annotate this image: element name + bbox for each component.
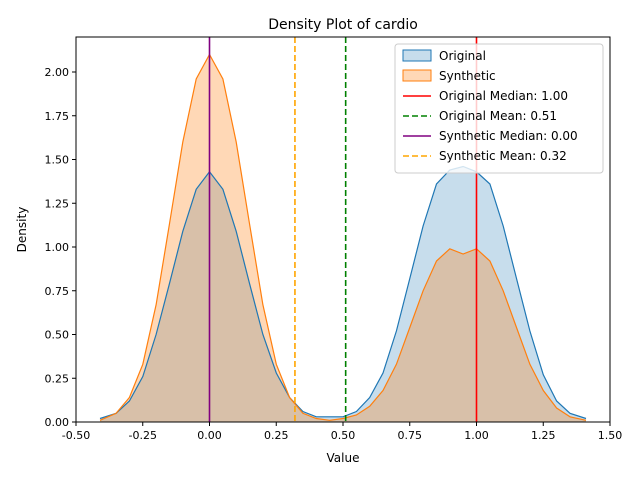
y-tick-label: 1.50 — [45, 154, 70, 167]
y-tick-label: 0.75 — [45, 285, 70, 298]
legend-label: Original Mean: 0.51 — [439, 109, 557, 123]
y-axis: 0.00 0.25 0.50 0.75 1.00 1.25 1.50 1.75 2.00 — [45, 66, 76, 429]
x-tick-label: 0.00 — [197, 429, 222, 442]
x-tick-label: 1.25 — [531, 429, 556, 442]
series-area-0 — [100, 166, 586, 422]
y-tick-label: 0.25 — [45, 372, 70, 385]
x-axis: -0.50 -0.25 0.00 0.25 0.50 0.75 1.00 1.25 1.50 — [62, 422, 622, 442]
x-tick-label: 0.75 — [398, 429, 423, 442]
x-tick-label: 1.50 — [598, 429, 623, 442]
legend-frame — [394, 43, 604, 174]
x-tick-label: 1.00 — [464, 429, 489, 442]
y-tick-label: 1.25 — [45, 197, 70, 210]
series-area-1 — [100, 54, 586, 422]
y-tick-label: 2.00 — [45, 66, 70, 79]
legend-label: Synthetic Median: 0.00 — [439, 129, 578, 143]
y-tick-label: 1.75 — [45, 110, 70, 123]
legend: Original Synthetic Original Median: 1.00 Or… — [394, 43, 604, 174]
x-axis-label: Value — [327, 451, 360, 465]
series-line-1 — [99, 53, 587, 421]
legend-label: Synthetic Mean: 0.32 — [439, 149, 567, 163]
legend-swatch — [402, 69, 432, 82]
series-line-0 — [99, 165, 587, 420]
y-tick-label: 1.00 — [45, 241, 70, 254]
y-tick-label: 0.00 — [45, 416, 70, 429]
legend-label: Original Median: 1.00 — [439, 89, 568, 103]
x-tick-label: -0.25 — [129, 429, 157, 442]
legend-swatch — [402, 49, 432, 62]
x-tick-label: 0.50 — [331, 429, 356, 442]
chart-title: Density Plot of cardio — [268, 17, 418, 33]
reference-line-layer — [208, 37, 478, 422]
legend-label: Original — [439, 49, 486, 63]
x-tick-label: -0.50 — [62, 429, 90, 442]
series-layer — [99, 53, 587, 422]
x-tick-label: 0.25 — [264, 429, 289, 442]
legend-label: Synthetic — [439, 69, 496, 83]
y-tick-label: 0.50 — [45, 329, 70, 342]
y-axis-label: Density — [15, 207, 29, 253]
